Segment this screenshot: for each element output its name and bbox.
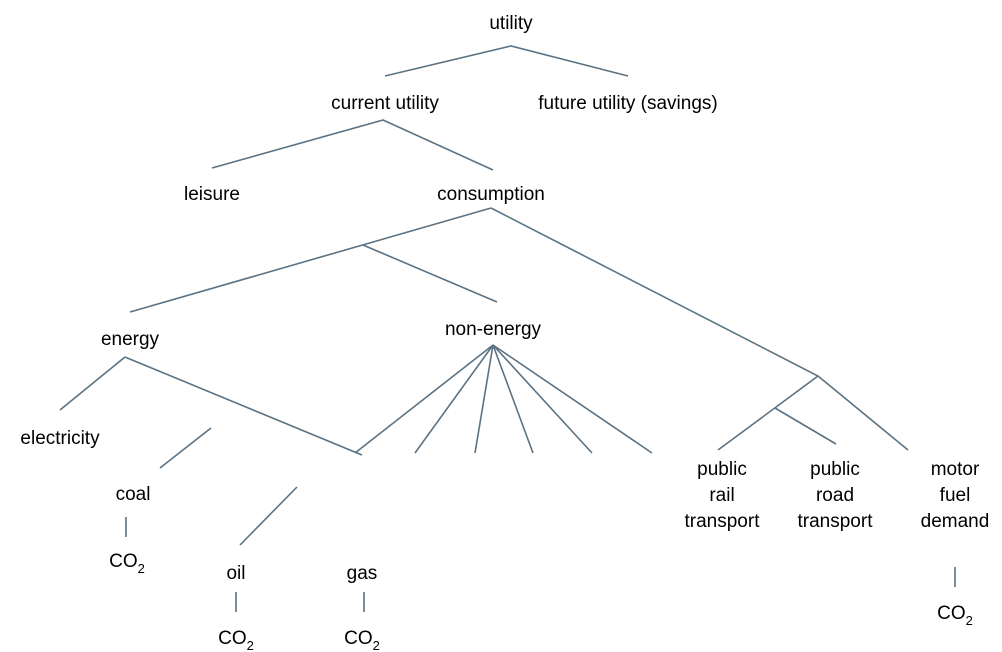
node-label: non-energy — [445, 319, 542, 340]
node-label-line: public — [810, 459, 860, 480]
node-label: leisure — [184, 184, 240, 205]
node-label: current utility — [331, 93, 439, 114]
edge — [211, 119, 494, 171]
edge — [492, 344, 653, 454]
edge — [124, 356, 363, 456]
node-label: future utility (savings) — [538, 93, 718, 114]
co2-label: CO2 — [344, 628, 380, 652]
formula-base: CO — [218, 628, 247, 649]
co2-label: CO2 — [937, 603, 973, 628]
edge — [354, 344, 494, 454]
node-label: utility — [489, 13, 533, 34]
edge — [414, 344, 494, 454]
node-label-line: demand — [921, 511, 990, 532]
edge — [159, 427, 212, 469]
edge — [129, 207, 492, 313]
edge — [239, 486, 298, 546]
node-label: electricity — [20, 428, 100, 449]
node-label: oil — [226, 563, 245, 584]
edge — [490, 207, 909, 451]
edge — [384, 45, 629, 77]
node-label-line: transport — [798, 511, 874, 532]
node-label: gas — [347, 563, 378, 584]
node-label: coal — [116, 484, 151, 505]
node-label-line: rail — [709, 485, 734, 506]
formula-base: CO — [937, 603, 966, 624]
co2-label: CO2 — [109, 551, 145, 576]
node-label: energy — [101, 329, 160, 350]
labels: utility current utility future utility (sa… — [20, 13, 989, 652]
formula-base: CO — [109, 551, 138, 572]
node-label-line: motor — [931, 459, 980, 480]
edge — [59, 356, 126, 411]
node-label-line: road — [816, 485, 854, 506]
edge — [717, 375, 819, 451]
node-label-line: fuel — [940, 485, 971, 506]
node-label: consumption — [437, 184, 545, 205]
node-label-line: transport — [685, 511, 761, 532]
node-label-line: public — [697, 459, 747, 480]
edge — [474, 344, 494, 454]
edge — [362, 244, 498, 303]
formula-subscript: 2 — [138, 561, 145, 576]
edge — [492, 344, 534, 454]
formula-base: CO — [344, 628, 373, 649]
formula-subscript: 2 — [247, 638, 254, 652]
edge — [774, 407, 837, 445]
formula-subscript: 2 — [373, 638, 380, 652]
formula-subscript: 2 — [966, 613, 973, 628]
edges — [59, 45, 956, 612]
edge — [492, 344, 593, 454]
co2-label: CO2 — [218, 628, 254, 652]
